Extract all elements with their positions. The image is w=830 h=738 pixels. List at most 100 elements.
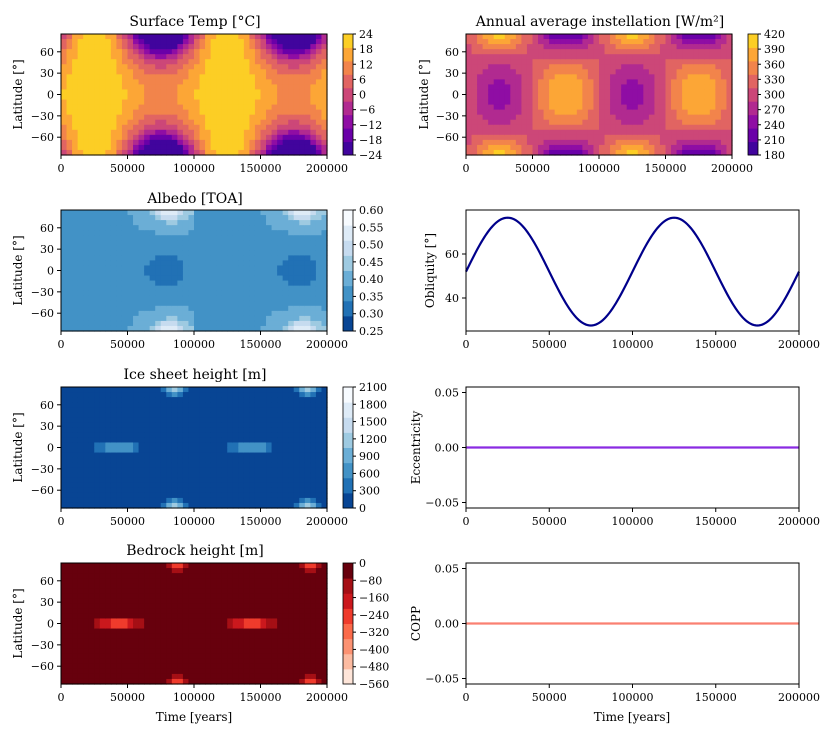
heatmap-cell [133,442,140,449]
heatmap-cell [288,210,295,216]
heatmap-cell [94,149,101,156]
heatmap-cell [293,144,300,151]
heatmap-cell [227,94,234,101]
heatmap-cell [254,64,262,70]
heatmap-cell [77,49,84,55]
heatmap-cell [477,39,484,45]
heatmap-cell [293,210,300,216]
heatmap-cell [260,210,267,216]
heatmap-cell [72,502,79,509]
heatmap-cell [249,84,256,91]
heatmap-cell [155,305,162,312]
heatmap-cell [571,109,578,116]
heatmap-cell [277,59,284,65]
heatmap-cell [66,633,73,640]
heatmap-cell [293,412,300,418]
heatmap-cell [232,215,239,221]
heatmap-cell [687,84,694,91]
heatmap-cell [271,255,278,262]
heatmap-cell [304,442,311,449]
heatmap-cell [72,295,79,302]
heatmap-cell [266,290,273,297]
heatmap-cell [315,300,323,307]
heatmap-cell [72,104,79,111]
heatmap-cell [249,300,256,307]
heatmap-cell [271,392,278,398]
heatmap-cell [216,447,223,454]
heatmap-cell [133,210,140,216]
heatmap-cell [271,447,278,454]
heatmap-cell [304,487,311,494]
heatmap-cell [160,220,167,226]
heatmap-cell [105,260,112,267]
heatmap-cell [66,668,73,675]
heatmap-cell [321,114,328,121]
heatmap-cell [704,64,711,70]
heatmap-cell [171,402,178,408]
heatmap-cell [315,472,323,479]
heatmap-cell [560,89,567,96]
heatmap-cell [232,74,239,80]
heatmap-cell [532,139,539,146]
heatmap-cell [621,89,628,96]
heatmap-cell [709,79,716,86]
heatmap-cell [149,39,156,45]
heatmap-cell [94,442,101,449]
heatmap-cell [254,472,262,479]
heatmap-cell [116,427,123,433]
heatmap-cell [110,407,118,413]
heatmap-cell [121,94,129,101]
heatmap-cell [277,134,284,141]
heatmap-cell [232,402,239,408]
heatmap-cell [587,84,595,91]
heatmap-cell [188,325,195,332]
heatmap-cell [221,325,228,332]
heatmap-cell [127,432,134,439]
heatmap-cell [155,422,162,428]
heatmap-cell [249,225,256,231]
heatmap-cell [232,225,239,231]
heatmap-cell [99,472,106,479]
heatmap-cell [626,104,633,111]
heatmap-cell [277,290,284,297]
heatmap-cell [221,39,228,45]
heatmap-cell [127,104,134,111]
heatmap-cell [205,452,212,459]
heatmap-cell [216,240,223,246]
heatmap-cell [637,89,644,96]
heatmap-cell [171,44,178,50]
heatmap-cell [676,99,683,106]
heatmap-cell [61,608,68,615]
heatmap-cell [493,139,500,146]
heatmap-cell [310,392,317,398]
heatmap-cell [199,310,206,317]
heatmap-cell [232,124,239,131]
heatmap-cell [194,275,201,282]
heatmap-cell [299,452,306,459]
heatmap-cell [693,44,700,50]
heatmap-cell [510,89,517,96]
heatmap-cell [626,94,633,101]
heatmap-cell [205,79,212,86]
heatmap-cell [510,149,517,156]
heatmap-cell [61,89,68,96]
heatmap-cell [254,49,262,55]
heatmap-cell [304,392,311,398]
heatmap-cell [488,69,495,75]
heatmap-cell [704,39,711,45]
heatmap-cell [477,104,484,111]
heatmap-cell [227,64,234,70]
heatmap-cell [315,225,323,231]
heatmap-cell [144,437,151,444]
heatmap-cell [88,290,95,297]
heatmap-cell [593,109,600,116]
heatmap-cell [321,89,328,96]
heatmap-cell [254,432,262,439]
heatmap-cell [188,397,195,403]
heatmap-cell [110,64,118,70]
heatmap-cell [88,487,95,494]
heatmap-cell [66,673,73,680]
heatmap-cell [288,265,295,272]
heatmap-cell [83,109,90,116]
heatmap-cell [682,119,689,126]
